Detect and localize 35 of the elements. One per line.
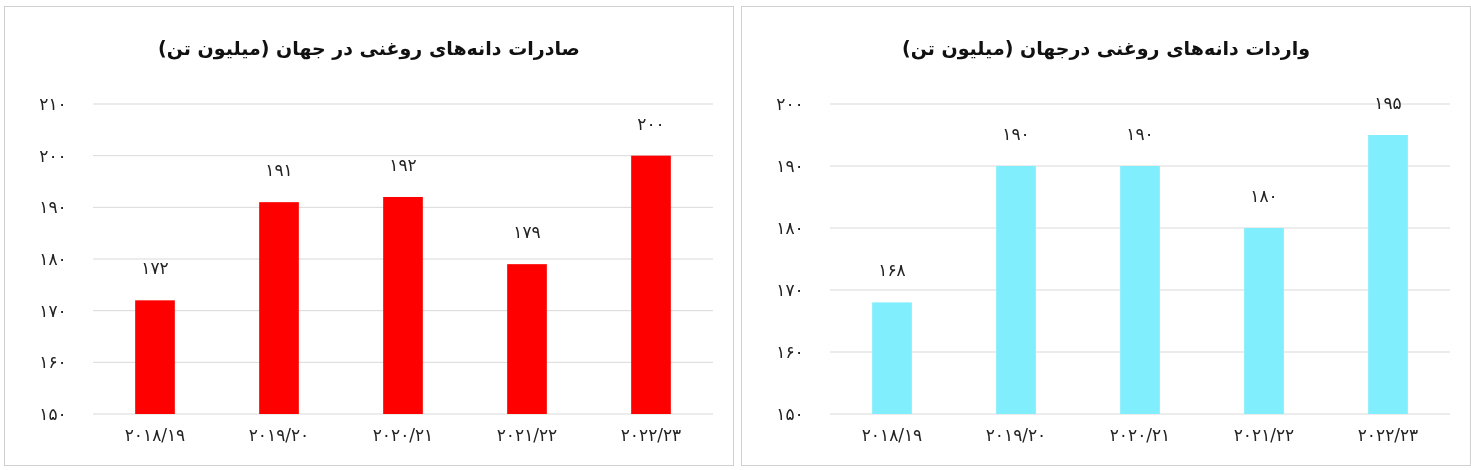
y-tick-label: ۱۶۰ [776,342,804,362]
y-tick-label: ۲۰۰ [39,145,67,166]
y-tick-label: ۱۵۰ [39,404,67,424]
data-label: ۱۹۰ [1126,124,1154,144]
data-label: ۱۹۵ [1374,93,1402,113]
data-label: ۱۷۹ [513,222,541,243]
x-tick-label: ۲۰۲۱/۲۲ [1233,425,1295,445]
data-label: ۱۷۲ [141,258,169,279]
y-tick-label: ۱۵۰ [776,404,804,424]
x-tick-label: ۲۰۲۲/۲۳ [1357,425,1419,445]
data-label: ۱۹۲ [389,155,417,175]
data-label: ۱۹۱ [265,160,293,181]
data-label: ۱۹۰ [1002,124,1030,144]
x-tick-label: ۲۰۲۲/۲۳ [620,425,682,445]
x-tick-label: ۲۰۲۰/۲۱ [1109,425,1171,445]
chart-title: واردات دانه‌های روغنی درجهان (میلیون تن) [901,37,1311,60]
y-tick-label: ۱۷۰ [776,280,804,300]
x-tick-label: ۲۰۱۹/۲۰ [985,425,1047,445]
x-tick-label: ۲۰۱۸/۱۹ [861,425,923,445]
data-label: ۲۰۰ [637,113,665,134]
y-tick-label: ۱۷۰ [39,300,67,321]
y-tick-label: ۲۰۰ [776,94,804,114]
x-tick-label: ۲۰۱۹/۲۰ [248,425,310,445]
y-tick-label: ۱۸۰ [39,249,67,269]
y-tick-label: ۱۸۰ [776,218,804,238]
x-tick-label: ۲۰۲۱/۲۲ [496,425,558,445]
y-tick-label: ۱۶۰ [39,352,67,373]
chart-title: صادرات دانه‌های روغنی در جهان (میلیون تن) [158,37,580,60]
y-tick-label: ۱۹۰ [39,197,67,218]
data-label: ۱۶۸ [878,260,906,281]
x-tick-label: ۲۰۱۸/۱۹ [124,425,186,445]
y-tick-label: ۱۹۰ [776,156,804,176]
y-tick-label: ۲۱۰ [39,94,67,114]
data-label: ۱۸۰ [1250,186,1278,206]
x-tick-label: ۲۰۲۰/۲۱ [372,425,434,445]
